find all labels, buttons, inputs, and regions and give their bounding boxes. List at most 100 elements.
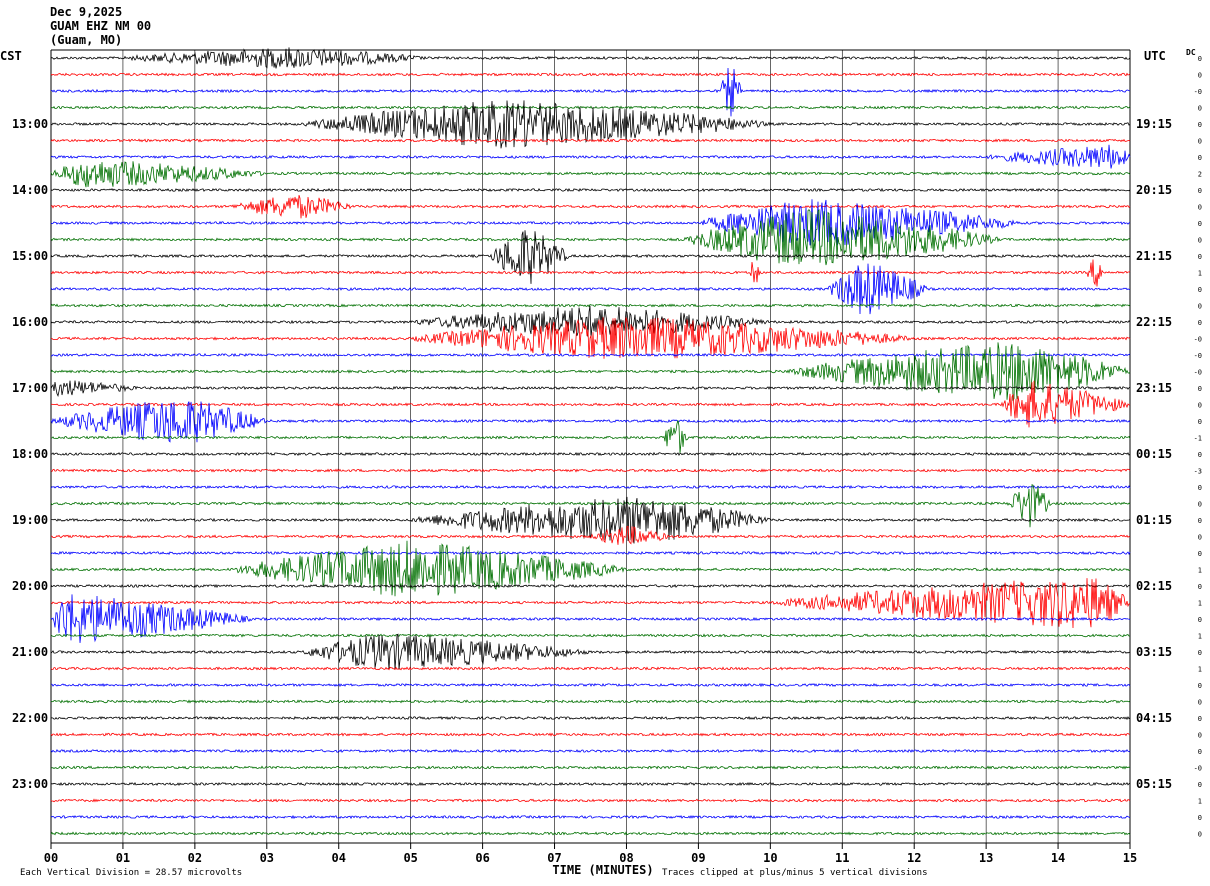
left-time-label: 19:00: [12, 513, 49, 527]
dc-offset-value: 0: [1198, 616, 1202, 624]
seismic-trace: [50, 484, 1131, 490]
right-timezone-label: UTC: [1144, 49, 1166, 63]
left-time-label: 15:00: [12, 249, 49, 263]
left-time-label: 22:00: [12, 711, 49, 725]
dc-offset-value: 0: [1198, 138, 1202, 146]
seismic-trace: [50, 380, 1131, 428]
x-tick-label: 14: [1051, 851, 1065, 865]
dc-offset-value: -0: [1194, 88, 1202, 96]
dc-offset-value: 1: [1198, 567, 1202, 575]
seismic-trace: [50, 67, 1131, 117]
dc-offset-value: 0: [1198, 253, 1202, 261]
right-time-label: 19:15: [1136, 117, 1173, 131]
seismic-trace: [50, 259, 1131, 287]
dc-offset-value: 0: [1198, 303, 1202, 311]
seismic-trace: [50, 100, 1131, 149]
plot-date: Dec 9,2025: [50, 5, 123, 19]
seismic-trace: [50, 263, 1131, 315]
dc-offset-value: 0: [1198, 121, 1202, 129]
dc-offset-value: 1: [1198, 270, 1202, 278]
right-time-label: 01:15: [1136, 513, 1173, 527]
right-time-label: 04:15: [1136, 711, 1173, 725]
x-tick-label: 04: [332, 851, 346, 865]
dc-offset-value: -0: [1194, 352, 1202, 360]
dc-offset-value: 0: [1198, 699, 1202, 707]
left-time-label: 16:00: [12, 315, 49, 329]
dc-offset-value: 0: [1198, 715, 1202, 723]
seismic-trace: [51, 496, 1131, 544]
dc-offset-column: 0 0 -0 0 0 0 0 2 0 0 0 0 0 1 0 0 0 -0 -0 -0 0 0 0 -1 0 -3 0 0 0 0 0 1 0 1…: [1194, 55, 1202, 839]
right-time-label: 00:15: [1136, 447, 1173, 461]
seismic-trace: [50, 199, 1131, 246]
dc-offset-value: 1: [1198, 633, 1202, 641]
seismic-trace: [50, 138, 1131, 143]
seismic-trace: [50, 814, 1131, 820]
seismic-trace: [50, 230, 1131, 284]
dc-offset-value: 0: [1198, 72, 1202, 80]
seismic-trace: [50, 583, 1131, 589]
dc-offset-value: 0: [1198, 814, 1202, 822]
dc-offset-value: 0: [1198, 781, 1202, 789]
left-time-label: 20:00: [12, 579, 49, 593]
seismic-trace: [50, 209, 1131, 266]
dc-offset-value: -3: [1194, 468, 1202, 476]
x-tick-label: 15: [1123, 851, 1137, 865]
seismic-traces: [50, 47, 1131, 836]
dc-offset-value: 0: [1198, 204, 1202, 212]
right-time-label: 03:15: [1136, 645, 1173, 659]
left-time-label: 23:00: [12, 777, 49, 791]
seismic-trace: [51, 420, 1131, 454]
dc-offset-header: DC: [1186, 48, 1196, 57]
x-tick-label: 09: [691, 851, 705, 865]
dc-offset-value: 0: [1198, 319, 1202, 327]
station-location: (Guam, MO): [50, 33, 123, 47]
seismic-trace: [50, 144, 1131, 169]
seismic-trace: [50, 352, 1131, 358]
seismic-trace: [50, 525, 1131, 545]
seismic-trace: [50, 187, 1131, 193]
dc-offset-value: 0: [1198, 534, 1202, 542]
seismic-trace: [50, 798, 1131, 803]
dc-offset-value: 1: [1198, 600, 1202, 608]
seismic-trace: [50, 305, 1131, 338]
x-tick-label: 12: [907, 851, 921, 865]
seismic-trace: [50, 303, 1131, 308]
dc-offset-value: 0: [1198, 385, 1202, 393]
dc-offset-value: 0: [1198, 237, 1202, 245]
dc-offset-value: -1: [1194, 435, 1202, 443]
dc-offset-value: 0: [1198, 105, 1202, 113]
seismic-trace: [50, 781, 1131, 787]
seismic-trace: [50, 540, 1131, 597]
dc-offset-value: 0: [1198, 418, 1202, 426]
dc-offset-value: 0: [1198, 286, 1202, 294]
right-time-label: 23:15: [1136, 381, 1173, 395]
seismic-trace: [50, 594, 1131, 643]
right-time-label: 20:15: [1136, 183, 1173, 197]
clip-note: Traces clipped at plus/minus 5 vertical …: [662, 868, 928, 878]
seismic-trace: [50, 633, 1131, 638]
seismic-trace: [50, 831, 1131, 836]
seismic-trace: [50, 47, 1131, 69]
right-time-label: 22:15: [1136, 315, 1173, 329]
left-time-label: 17:00: [12, 381, 49, 395]
x-tick-label: 10: [763, 851, 777, 865]
left-time-label: 21:00: [12, 645, 49, 659]
dc-offset-value: 0: [1198, 451, 1202, 459]
seismic-trace: [50, 765, 1131, 770]
seismic-trace: [50, 468, 1131, 473]
dc-offset-value: 0: [1198, 402, 1202, 410]
x-tick-label: 11: [835, 851, 849, 865]
seismic-trace: [50, 748, 1131, 754]
seismic-trace: [50, 484, 1131, 528]
dc-offset-value: 0: [1198, 550, 1202, 558]
x-tick-label: 05: [403, 851, 417, 865]
left-timezone-label: CST: [0, 49, 22, 63]
dc-offset-value: 0: [1198, 517, 1202, 525]
seismic-trace: [50, 342, 1131, 401]
dc-offset-value: 2: [1198, 171, 1202, 179]
time-axis: 00 01 02 03 04 05 06 07 08 09 10 11 12 13 14 15: [44, 842, 1137, 865]
dc-offset-value: 0: [1198, 484, 1202, 492]
scale-note: Each Vertical Division = 28.57 microvolt…: [20, 868, 243, 878]
left-time-label: 14:00: [12, 183, 49, 197]
